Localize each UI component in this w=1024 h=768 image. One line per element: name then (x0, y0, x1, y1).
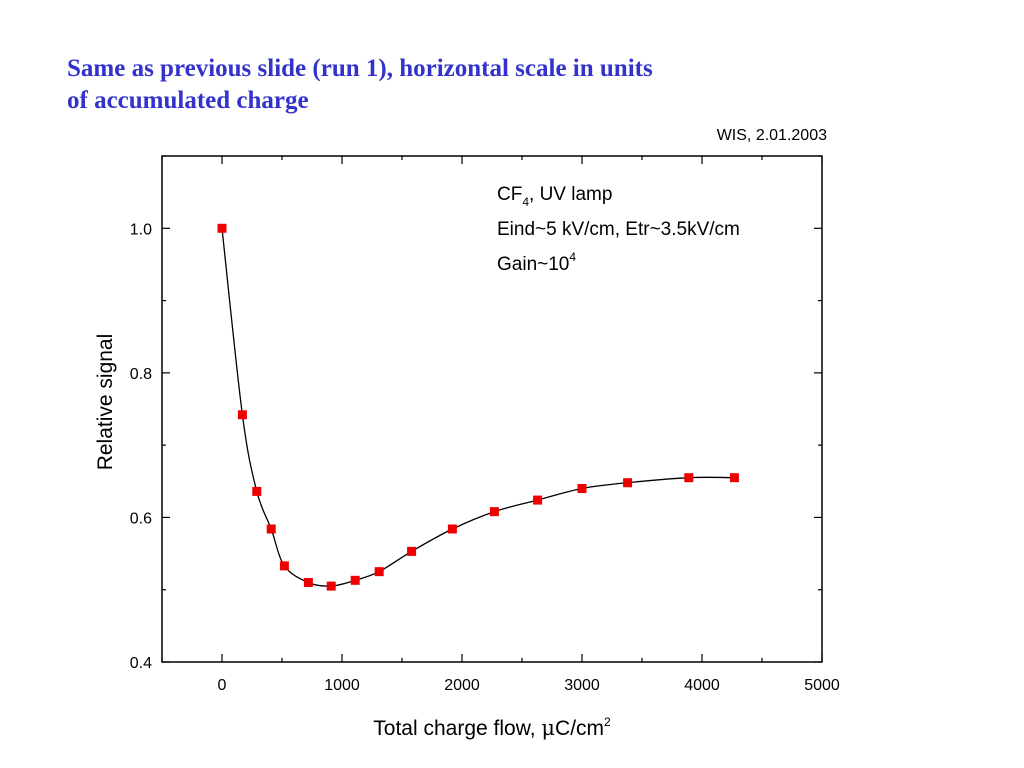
data-point (326, 581, 336, 591)
data-point (252, 486, 262, 496)
x-tick-label: 4000 (684, 677, 720, 694)
data-points (217, 223, 739, 591)
annotation-gain-sup: 4 (569, 250, 576, 264)
data-point (577, 484, 587, 494)
slide-title-line-1: Same as previous slide (run 1), horizont… (67, 55, 653, 82)
x-axis-title-sup: 2 (604, 715, 611, 729)
annotation-gas: CF4, UV lamp (497, 184, 612, 209)
data-point (217, 223, 227, 233)
data-point (266, 524, 276, 534)
annotation-gas-rest: , UV lamp (529, 184, 612, 205)
credit-date: WIS, 2.01.2003 (716, 127, 827, 144)
data-point (684, 473, 694, 483)
x-axis-title: Total charge flow, μC/cm2 (373, 715, 611, 740)
data-point (303, 577, 313, 587)
x-axis-ticks: 0 1000 2000 3000 4000 5000 (161, 156, 840, 694)
data-point (533, 495, 543, 505)
annotation-gain: Gain~104 (497, 250, 576, 275)
plot-frame (161, 155, 823, 663)
annotation-gas-sub: 4 (522, 195, 529, 209)
y-axis-ticks: 0.4 0.6 0.8 1.0 (130, 155, 822, 672)
fit-curve-group (221, 228, 735, 587)
y-tick-label: 0.6 (130, 510, 152, 527)
x-axis-title-main: Total charge flow, (373, 717, 541, 740)
data-point (623, 478, 633, 488)
data-point (237, 410, 247, 420)
fit-curve (221, 228, 735, 587)
plot-area-border (161, 155, 823, 663)
y-tick-label: 0.4 (130, 655, 152, 672)
slide-title: Same as previous slide (run 1), horizont… (67, 53, 787, 117)
x-tick-label: 0 (218, 677, 227, 694)
annotation-fields: Eind~5 kV/cm, Etr~3.5kV/cm (497, 219, 740, 240)
data-point (729, 473, 739, 483)
y-tick-label: 0.8 (130, 366, 152, 383)
x-tick-label: 5000 (804, 677, 840, 694)
slide-title-line-2: of accumulated charge (67, 87, 309, 114)
x-axis-title-unit: C/cm (555, 717, 604, 740)
x-tick-label: 3000 (564, 677, 600, 694)
data-point (350, 575, 360, 585)
annotation-gas-main: CF (497, 184, 522, 205)
data-point (279, 561, 289, 571)
data-point (489, 507, 499, 517)
x-tick-label: 2000 (444, 677, 480, 694)
annotation-gain-main: Gain~10 (497, 254, 569, 275)
x-axis-title-mu: μ (541, 716, 555, 740)
x-tick-label: 1000 (324, 677, 360, 694)
data-point (447, 524, 457, 534)
y-axis-title: Relative signal (94, 334, 117, 471)
data-point (407, 546, 417, 556)
annotation-block: CF4, UV lamp Eind~5 kV/cm, Etr~3.5kV/cm … (497, 184, 740, 275)
data-point (374, 567, 384, 577)
y-tick-label: 1.0 (130, 221, 152, 238)
